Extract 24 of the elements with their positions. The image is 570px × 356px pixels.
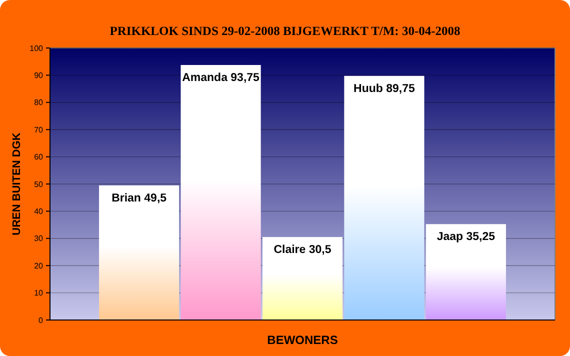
- data-label: Brian 49,5: [112, 192, 168, 204]
- data-label: Claire 30,5: [274, 244, 332, 256]
- bar: [180, 65, 261, 320]
- y-tick-label: 60: [34, 152, 44, 162]
- bar: [344, 76, 424, 320]
- y-tick-label: 90: [34, 71, 44, 80]
- y-tick-label: 100: [30, 44, 44, 53]
- y-tick-label: 20: [34, 261, 44, 270]
- x-axis-title: BEWONERS: [267, 333, 338, 347]
- bar: [99, 185, 180, 320]
- y-axis-title: UREN BUITEN DGK: [11, 132, 23, 236]
- y-tick-label: 40: [34, 207, 44, 216]
- y-tick-label: 0: [38, 316, 44, 325]
- data-label: Jaap 35,25: [436, 231, 496, 244]
- chart-title: PRIKKLOK SINDS 29-02-2008 BIJGEWERKT T/M: 30-04-2008: [110, 24, 460, 38]
- y-tick-label: 10: [34, 288, 44, 298]
- y-tick-label: 50: [34, 180, 44, 189]
- y-tick-label: 70: [34, 125, 44, 134]
- y-tick-label: 30: [34, 234, 44, 244]
- bar: [262, 237, 343, 320]
- bar: [426, 224, 506, 320]
- y-tick-label: 80: [34, 98, 44, 108]
- data-label: Huub 89,75: [354, 82, 416, 95]
- data-label: Amanda 93,75: [182, 72, 260, 84]
